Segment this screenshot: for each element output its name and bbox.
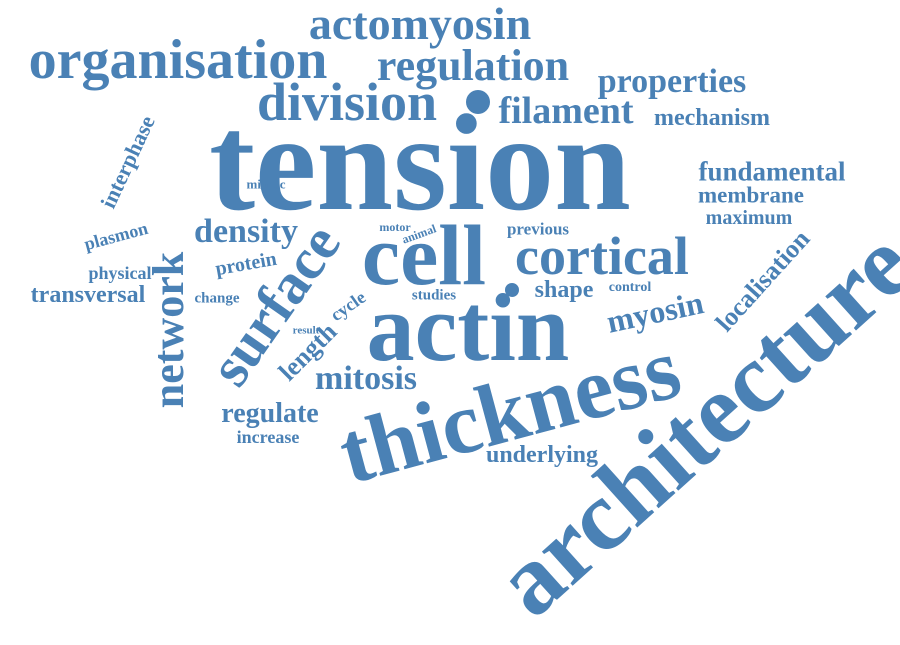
word-cycle: cycle (326, 286, 370, 326)
word-plasmon: plasmon (82, 217, 150, 255)
word-cell: cell (361, 207, 487, 303)
word-fundamental: fundamental (698, 156, 846, 187)
word-result: result (292, 324, 320, 337)
word-cortical: cortical (515, 226, 689, 286)
word-motor: motor (379, 220, 411, 234)
word-shape: shape (534, 277, 594, 303)
word-membrane: membrane (697, 182, 805, 208)
word-mitotic: mitotic (246, 176, 286, 192)
word-maximum: maximum (705, 207, 793, 229)
word-actin: actin (366, 274, 570, 381)
word-organisation: organisation (28, 29, 328, 91)
word-transversal: transversal (30, 282, 146, 308)
word-density: density (194, 213, 298, 250)
word-filament: filament (498, 90, 634, 132)
word-regulate: regulate (221, 398, 319, 429)
word-division: division (256, 72, 438, 132)
decorative-dot (505, 283, 519, 297)
word-mechanism: mechanism (654, 105, 770, 131)
word-increase: increase (236, 427, 300, 447)
word-change: change (194, 290, 240, 307)
decorative-dot (466, 90, 490, 114)
word-studies: studies (411, 287, 457, 304)
word-network: network (144, 251, 193, 409)
word-properties: properties (597, 63, 747, 100)
word-tension: tension (209, 86, 631, 239)
word-interphase: interphase (95, 111, 160, 212)
word-physical: physical (88, 263, 152, 283)
word-control: control (608, 280, 652, 295)
word-underlying: underlying (485, 442, 599, 468)
word-regulation: regulation (376, 41, 570, 90)
word-mitosis: mitosis (315, 360, 417, 397)
word-actomyosin: actomyosin (308, 0, 532, 49)
word-previous: previous (506, 219, 570, 239)
